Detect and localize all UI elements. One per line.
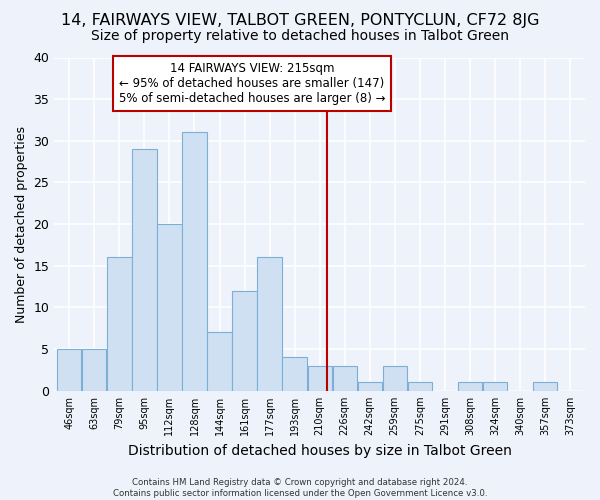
Text: Size of property relative to detached houses in Talbot Green: Size of property relative to detached ho… — [91, 29, 509, 43]
X-axis label: Distribution of detached houses by size in Talbot Green: Distribution of detached houses by size … — [128, 444, 512, 458]
Text: Contains HM Land Registry data © Crown copyright and database right 2024.
Contai: Contains HM Land Registry data © Crown c… — [113, 478, 487, 498]
Bar — [483, 382, 507, 391]
Bar — [232, 291, 257, 391]
Bar — [308, 366, 332, 391]
Text: 14 FAIRWAYS VIEW: 215sqm
← 95% of detached houses are smaller (147)
5% of semi-d: 14 FAIRWAYS VIEW: 215sqm ← 95% of detach… — [119, 62, 385, 104]
Bar — [332, 366, 357, 391]
Bar — [107, 258, 131, 391]
Bar — [208, 332, 232, 391]
Bar — [157, 224, 182, 391]
Bar — [407, 382, 432, 391]
Bar — [57, 349, 82, 391]
Bar — [358, 382, 382, 391]
Text: 14, FAIRWAYS VIEW, TALBOT GREEN, PONTYCLUN, CF72 8JG: 14, FAIRWAYS VIEW, TALBOT GREEN, PONTYCL… — [61, 12, 539, 28]
Bar — [82, 349, 106, 391]
Bar — [257, 258, 282, 391]
Bar — [283, 358, 307, 391]
Bar — [182, 132, 206, 391]
Bar — [533, 382, 557, 391]
Y-axis label: Number of detached properties: Number of detached properties — [15, 126, 28, 322]
Bar — [458, 382, 482, 391]
Bar — [132, 149, 157, 391]
Bar — [383, 366, 407, 391]
